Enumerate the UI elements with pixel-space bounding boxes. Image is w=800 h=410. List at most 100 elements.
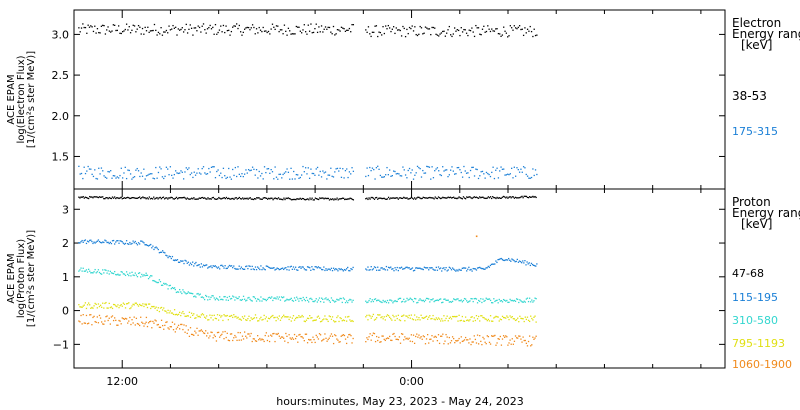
data-point bbox=[199, 330, 201, 332]
data-point bbox=[125, 23, 128, 25]
data-point bbox=[171, 28, 173, 30]
data-point bbox=[375, 335, 378, 338]
data-point bbox=[350, 197, 352, 200]
data-point bbox=[277, 25, 279, 27]
data-point bbox=[332, 25, 335, 28]
data-point bbox=[234, 334, 236, 337]
data-point bbox=[496, 342, 498, 344]
data-point bbox=[188, 311, 191, 313]
data-point bbox=[194, 330, 196, 332]
data-point bbox=[176, 291, 179, 293]
data-point bbox=[237, 316, 239, 319]
data-point bbox=[186, 262, 188, 264]
data-point bbox=[130, 307, 132, 309]
data-point bbox=[519, 260, 522, 263]
data-point bbox=[419, 267, 421, 269]
data-point bbox=[209, 198, 211, 200]
data-point bbox=[92, 307, 94, 309]
data-point bbox=[98, 314, 101, 317]
data-point bbox=[394, 319, 396, 322]
data-point bbox=[423, 32, 425, 34]
data-point bbox=[531, 263, 534, 266]
data-point bbox=[288, 299, 290, 301]
data-point bbox=[294, 198, 296, 201]
data-point bbox=[373, 168, 375, 171]
data-point bbox=[442, 301, 444, 303]
data-point bbox=[80, 314, 82, 317]
data-point bbox=[158, 197, 160, 199]
data-point bbox=[383, 338, 385, 341]
data-point bbox=[98, 305, 101, 308]
data-point bbox=[370, 317, 372, 319]
data-point bbox=[530, 345, 532, 347]
data-point bbox=[372, 300, 375, 303]
data-point bbox=[86, 170, 88, 172]
data-point bbox=[266, 31, 268, 34]
data-point bbox=[280, 296, 283, 298]
data-point bbox=[502, 259, 504, 261]
data-point bbox=[185, 325, 187, 327]
data-point bbox=[328, 174, 331, 176]
data-point bbox=[184, 171, 186, 173]
data-point bbox=[110, 170, 112, 172]
data-point bbox=[96, 196, 98, 198]
data-point bbox=[193, 265, 195, 267]
data-point bbox=[153, 305, 155, 308]
data-point bbox=[445, 317, 447, 320]
data-point bbox=[426, 267, 429, 269]
data-point bbox=[476, 334, 479, 336]
data-point bbox=[155, 246, 157, 248]
data-point bbox=[107, 319, 109, 322]
data-point bbox=[155, 29, 157, 32]
x-tick-label: 0:00 bbox=[399, 375, 424, 388]
data-point bbox=[271, 197, 273, 199]
data-point bbox=[450, 269, 453, 271]
data-point bbox=[386, 299, 389, 302]
data-point bbox=[323, 318, 325, 320]
data-point bbox=[240, 319, 243, 321]
data-point bbox=[396, 266, 398, 269]
data-point bbox=[331, 33, 333, 35]
data-point bbox=[335, 335, 337, 337]
data-point bbox=[98, 240, 101, 243]
data-point bbox=[102, 323, 104, 325]
data-point bbox=[346, 29, 348, 31]
data-point bbox=[267, 335, 270, 337]
data-point bbox=[284, 316, 286, 318]
data-point bbox=[421, 197, 423, 200]
data-point bbox=[110, 306, 113, 308]
data-point bbox=[112, 24, 115, 26]
data-point bbox=[290, 33, 292, 35]
data-point bbox=[207, 332, 209, 334]
data-point bbox=[349, 333, 351, 336]
data-point bbox=[298, 266, 300, 269]
data-point bbox=[205, 173, 207, 175]
data-point bbox=[416, 267, 418, 269]
data-point bbox=[238, 173, 240, 176]
data-point bbox=[96, 240, 98, 242]
data-point bbox=[235, 197, 237, 199]
data-point bbox=[518, 260, 521, 262]
data-point bbox=[483, 317, 485, 319]
data-point bbox=[292, 315, 295, 317]
data-point bbox=[185, 315, 187, 318]
data-point bbox=[536, 34, 538, 36]
data-point bbox=[83, 304, 85, 306]
data-point bbox=[381, 301, 383, 304]
data-point bbox=[80, 267, 82, 269]
data-point bbox=[514, 175, 517, 177]
data-point bbox=[417, 267, 419, 270]
data-point bbox=[178, 197, 180, 199]
data-point bbox=[299, 266, 301, 268]
data-point bbox=[343, 298, 346, 300]
data-point bbox=[255, 28, 258, 30]
data-point bbox=[448, 25, 450, 28]
data-point bbox=[286, 34, 288, 36]
data-point bbox=[294, 299, 297, 301]
data-point bbox=[177, 172, 179, 175]
data-point bbox=[514, 27, 517, 29]
data-point bbox=[289, 298, 291, 300]
data-point bbox=[505, 259, 508, 261]
data-point bbox=[279, 29, 282, 31]
data-point bbox=[382, 335, 384, 337]
